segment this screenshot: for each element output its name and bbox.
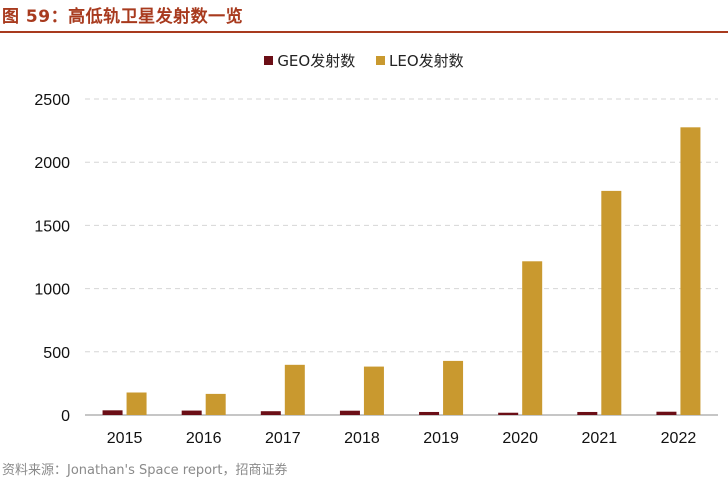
bar-leo-2015 [126,392,147,415]
x-tick-label-2021: 2021 [582,430,618,447]
bar-geo-2022 [656,411,677,415]
bar-leo-2020 [522,261,543,415]
y-tick-label-500: 500 [43,345,70,362]
legend-label-geo: GEO发射数 [277,52,356,70]
y-tick-label-1000: 1000 [34,282,70,299]
bar-geo-2017 [260,411,281,415]
source-note: 资料来源：Jonathan's Space report，招商证券 [2,463,288,478]
bar-geo-2018 [339,410,360,415]
x-tick-label-2016: 2016 [186,430,222,447]
x-tick-label-2022: 2022 [661,430,697,447]
title-rule [0,31,728,33]
bar-geo-2015 [102,410,123,415]
bar-leo-2018 [363,366,384,415]
bar-geo-2016 [181,410,202,415]
bar-geo-2020 [498,412,519,415]
legend-swatch-geo [264,56,274,65]
x-tick-label-2019: 2019 [423,430,459,447]
x-tick-label-2018: 2018 [344,430,380,447]
legend-item-leo: LEO发射数 [376,50,464,71]
x-tick-label-2017: 2017 [265,430,301,447]
legend-item-geo: GEO发射数 [264,50,355,71]
x-tick-label-2015: 2015 [107,430,143,447]
x-tick-label-2020: 2020 [502,430,538,447]
bar-leo-2016 [205,393,226,415]
y-tick-label-2000: 2000 [34,155,70,172]
bar-chart: 0 500 1000 1500 2000 2500 2015 2016 2017 2018 2019… [34,92,718,447]
bar-leo-2019 [443,360,464,415]
y-tick-label-1500: 1500 [34,218,70,235]
y-tick-label-2500: 2500 [34,92,70,109]
bar-geo-2021 [577,411,598,415]
y-tick-label-0: 0 [61,408,70,425]
figure-title: 图 59：高低轨卫星发射数一览 [2,7,244,27]
legend-label-leo: LEO发射数 [389,52,464,70]
legend-swatch-leo [376,56,386,65]
chart-legend: GEO发射数 LEO发射数 [0,50,728,71]
bar-leo-2021 [601,190,622,415]
bar-geo-2019 [419,411,440,415]
bar-leo-2017 [284,364,305,415]
bar-leo-2022 [680,127,701,415]
